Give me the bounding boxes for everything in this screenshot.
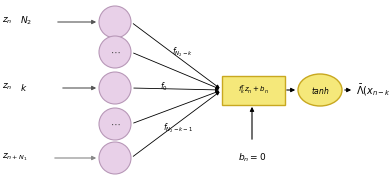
Ellipse shape bbox=[298, 74, 342, 106]
Ellipse shape bbox=[99, 108, 131, 140]
Text: $b_n = 0$: $b_n = 0$ bbox=[238, 152, 266, 164]
Ellipse shape bbox=[99, 142, 131, 174]
Text: $z_{n+N_1}$: $z_{n+N_1}$ bbox=[2, 151, 28, 163]
Ellipse shape bbox=[99, 6, 131, 38]
Text: $\cdots$: $\cdots$ bbox=[110, 119, 120, 129]
Ellipse shape bbox=[99, 36, 131, 68]
Text: $f_{N_2-k}$: $f_{N_2-k}$ bbox=[172, 45, 193, 59]
Ellipse shape bbox=[99, 72, 131, 104]
FancyBboxPatch shape bbox=[222, 75, 284, 104]
Text: $f_k^T z_n + b_n$: $f_k^T z_n + b_n$ bbox=[238, 83, 268, 97]
Text: $z_n$: $z_n$ bbox=[2, 16, 12, 26]
Text: $k$: $k$ bbox=[20, 82, 28, 93]
Text: $z_n$: $z_n$ bbox=[2, 82, 12, 92]
Text: $f_{N_2-k-1}$: $f_{N_2-k-1}$ bbox=[163, 121, 193, 135]
Text: $\bar{\Lambda}(x_{n-k})$: $\bar{\Lambda}(x_{n-k})$ bbox=[356, 82, 390, 98]
Text: $tanh$: $tanh$ bbox=[310, 84, 330, 95]
Text: $\cdots$: $\cdots$ bbox=[110, 47, 120, 57]
Text: $N_2$: $N_2$ bbox=[20, 15, 32, 27]
Text: $f_0$: $f_0$ bbox=[160, 81, 168, 93]
